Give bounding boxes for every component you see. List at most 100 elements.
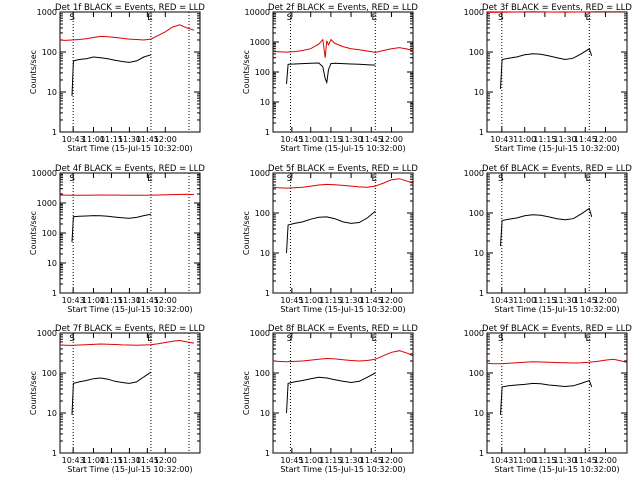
x-tick-label: 11:45 <box>360 456 383 465</box>
y-tick-label: 1000 <box>464 8 484 17</box>
x-tick-label: 10:43 <box>62 456 85 465</box>
x-tick-label: 11:30 <box>118 456 141 465</box>
x-axis-label: Start Time (15-Jul-15 10:32:00) <box>494 144 619 153</box>
plot-frame <box>272 11 414 133</box>
x-tick-label: 11:30 <box>118 296 141 305</box>
interval-marker-label: S <box>498 13 504 23</box>
x-axis-label: Start Time (15-Jul-15 10:32:00) <box>67 465 192 474</box>
lld-series-line <box>272 38 413 58</box>
plot-frame <box>486 332 628 454</box>
interval-marker-label: S <box>69 13 75 23</box>
y-axis-label: Counts/sec <box>242 211 251 255</box>
y-axis-label: Counts/sec <box>242 50 251 94</box>
y-tick-label: 10000 <box>32 169 57 178</box>
x-axis-label: Start Time (15-Jul-15 10:32:00) <box>280 305 405 314</box>
interval-marker-label: S <box>69 174 75 184</box>
x-tick-label: 11:00 <box>513 456 536 465</box>
y-axis-label: Counts/sec <box>29 50 38 94</box>
y-tick-label: 1 <box>265 449 270 458</box>
events-series-line <box>500 207 593 247</box>
x-tick-label: 11:15 <box>100 296 123 305</box>
interval-marker-label: S <box>287 174 293 184</box>
x-tick-label: 11:00 <box>299 296 322 305</box>
y-tick-label: 100 <box>255 68 270 77</box>
y-axis-label: Counts/sec <box>242 371 251 415</box>
lld-series-line <box>59 24 195 41</box>
panel-title: Det 9f BLACK = Events, RED = LLD <box>482 324 632 334</box>
panel-title: Det 5f BLACK = Events, RED = LLD <box>268 164 418 174</box>
x-tick-label: 11:00 <box>82 296 105 305</box>
panel-title: Det 4f BLACK = Events, RED = LLD <box>55 164 205 174</box>
x-axis-label: Start Time (15-Jul-15 10:32:00) <box>280 144 405 153</box>
y-tick-label: 1000 <box>37 8 57 17</box>
y-tick-label: 100 <box>42 369 57 378</box>
plot-frame <box>486 11 628 133</box>
interval-marker-label: S <box>287 334 293 344</box>
y-axis-label: Counts/sec <box>29 211 38 255</box>
x-tick-label: 11:30 <box>554 296 577 305</box>
x-tick-label: 10:43 <box>62 135 85 144</box>
x-tick-label: 11:15 <box>533 296 556 305</box>
y-tick-label: 10000 <box>245 8 270 17</box>
interval-marker-label: E <box>371 174 377 184</box>
interval-marker-label: E <box>371 334 377 344</box>
y-tick-label: 1000 <box>250 38 270 47</box>
panel-title: Det 6f BLACK = Events, RED = LLD <box>482 164 632 174</box>
y-tick-label: 100 <box>469 369 484 378</box>
x-tick-label: 10:43 <box>490 296 513 305</box>
lld-series-line <box>59 339 195 346</box>
x-tick-label: 11:00 <box>299 456 322 465</box>
y-tick-label: 1000 <box>464 169 484 178</box>
panel-title: Det 1f BLACK = Events, RED = LLD <box>55 3 205 13</box>
x-tick-label: 11:15 <box>533 135 556 144</box>
y-tick-label: 10 <box>474 88 484 97</box>
detector-panel-3: Det 3f BLACK = Events, RED = LLD 1 10 100 10… <box>464 3 633 153</box>
y-tick-label: 10 <box>47 259 57 268</box>
interval-marker-label: S <box>498 334 504 344</box>
interval-marker-label: E <box>585 334 591 344</box>
y-axis-label: Counts/sec <box>29 371 38 415</box>
detector-panel-5: Det 5f BLACK = Events, RED = LLD 1 10 100 10… <box>242 164 418 314</box>
x-tick-label: 10:45 <box>280 135 303 144</box>
x-tick-label: 11:00 <box>513 296 536 305</box>
detector-panel-2: Det 2f BLACK = Events, RED = LLD 1 10 100 10… <box>242 3 418 153</box>
panel-title: Det 7f BLACK = Events, RED = LLD <box>55 324 205 334</box>
x-axis-label: Start Time (15-Jul-15 10:32:00) <box>494 305 619 314</box>
interval-marker-label: E <box>147 334 153 344</box>
plot-frame <box>59 172 201 294</box>
x-tick-label: 11:15 <box>319 456 342 465</box>
x-tick-label: 10:45 <box>280 456 303 465</box>
x-tick-label: 11:30 <box>340 135 363 144</box>
lld-series-line <box>486 358 627 365</box>
interval-marker-label: E <box>585 13 591 23</box>
y-tick-label: 1000 <box>250 329 270 338</box>
panel-title: Det 2f BLACK = Events, RED = LLD <box>268 3 418 13</box>
x-tick-label: 11:30 <box>118 135 141 144</box>
y-tick-label: 1 <box>479 449 484 458</box>
y-tick-label: 10 <box>47 88 57 97</box>
detector-panel-7: Det 7f BLACK = Events, RED = LLD 1 10 100 10… <box>29 324 205 474</box>
interval-marker-label: E <box>147 174 153 184</box>
y-tick-label: 1000 <box>250 169 270 178</box>
y-tick-label: 1 <box>479 128 484 137</box>
lld-series-line <box>59 193 195 196</box>
interval-marker-label: S <box>498 174 504 184</box>
x-tick-label: 12:00 <box>594 456 617 465</box>
x-tick-label: 12:00 <box>380 456 403 465</box>
events-series-line <box>286 210 376 254</box>
detector-panel-8: Det 8f BLACK = Events, RED = LLD 1 10 100 10… <box>242 324 418 474</box>
y-tick-label: 1 <box>52 449 57 458</box>
x-tick-label: 10:43 <box>490 135 513 144</box>
events-series-line <box>286 372 376 414</box>
x-tick-label: 11:15 <box>319 296 342 305</box>
interval-marker-label: E <box>147 13 153 23</box>
x-tick-label: 11:15 <box>100 135 123 144</box>
y-tick-label: 10 <box>260 249 270 258</box>
y-tick-label: 100 <box>42 229 57 238</box>
x-tick-label: 11:30 <box>554 135 577 144</box>
x-axis-label: Start Time (15-Jul-15 10:32:00) <box>494 465 619 474</box>
x-axis-label: Start Time (15-Jul-15 10:32:00) <box>280 465 405 474</box>
plot-frame <box>486 172 628 294</box>
x-tick-label: 11:15 <box>533 456 556 465</box>
